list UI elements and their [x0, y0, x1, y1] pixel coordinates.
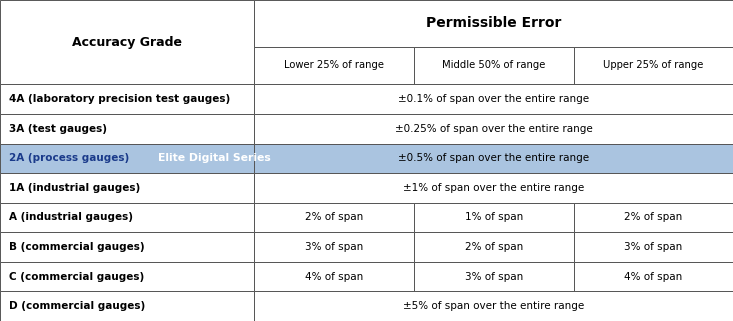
Text: 3% of span: 3% of span	[305, 242, 364, 252]
Bar	[0, 262, 254, 291]
Bar	[574, 262, 733, 291]
Bar	[414, 47, 574, 84]
Text: Accuracy Grade: Accuracy Grade	[72, 36, 183, 49]
Bar	[254, 291, 733, 321]
Bar	[0, 232, 254, 262]
Text: C (commercial gauges): C (commercial gauges)	[9, 272, 144, 282]
Text: 3% of span: 3% of span	[625, 242, 682, 252]
Bar	[574, 203, 733, 232]
Bar	[0, 0, 254, 84]
Bar	[254, 262, 414, 291]
Bar	[254, 84, 733, 114]
Bar	[0, 203, 254, 232]
Text: Elite Digital Series: Elite Digital Series	[158, 153, 270, 163]
Text: 2% of span: 2% of span	[305, 213, 364, 222]
Text: 4A (laboratory precision test gauges): 4A (laboratory precision test gauges)	[9, 94, 230, 104]
Text: 4% of span: 4% of span	[625, 272, 682, 282]
Text: 1% of span: 1% of span	[465, 213, 523, 222]
Bar	[0, 143, 254, 173]
Bar	[254, 232, 414, 262]
Text: Upper 25% of range: Upper 25% of range	[603, 60, 704, 71]
Text: Lower 25% of range: Lower 25% of range	[284, 60, 384, 71]
Text: 3A (test gauges): 3A (test gauges)	[9, 124, 107, 134]
Text: ±5% of span over the entire range: ±5% of span over the entire range	[403, 301, 584, 311]
Text: ±1% of span over the entire range: ±1% of span over the entire range	[403, 183, 584, 193]
Text: Middle 50% of range: Middle 50% of range	[442, 60, 546, 71]
Text: 2% of span: 2% of span	[625, 213, 682, 222]
Text: A (industrial gauges): A (industrial gauges)	[9, 213, 133, 222]
Bar	[574, 47, 733, 84]
Bar	[414, 232, 574, 262]
Bar	[0, 84, 254, 114]
Bar	[254, 47, 414, 84]
Text: D (commercial gauges): D (commercial gauges)	[9, 301, 145, 311]
Bar	[0, 114, 254, 143]
Bar	[414, 262, 574, 291]
Bar	[0, 291, 254, 321]
Text: 1A (industrial gauges): 1A (industrial gauges)	[9, 183, 140, 193]
Bar	[254, 0, 733, 47]
Bar	[254, 114, 733, 143]
Text: B (commercial gauges): B (commercial gauges)	[9, 242, 144, 252]
Bar	[254, 173, 733, 203]
Bar	[414, 203, 574, 232]
Text: ±0.5% of span over the entire range: ±0.5% of span over the entire range	[398, 153, 589, 163]
Text: 2A (process gauges): 2A (process gauges)	[9, 153, 129, 163]
Text: Permissible Error: Permissible Error	[426, 16, 561, 30]
Text: ±0.25% of span over the entire range: ±0.25% of span over the entire range	[395, 124, 592, 134]
Bar	[254, 143, 733, 173]
Bar	[254, 203, 414, 232]
Bar	[0, 173, 254, 203]
Text: 2% of span: 2% of span	[465, 242, 523, 252]
Text: 4% of span: 4% of span	[305, 272, 364, 282]
Text: ±0.1% of span over the entire range: ±0.1% of span over the entire range	[398, 94, 589, 104]
Text: 3% of span: 3% of span	[465, 272, 523, 282]
Bar	[574, 232, 733, 262]
